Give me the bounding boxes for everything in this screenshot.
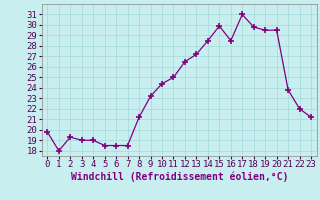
X-axis label: Windchill (Refroidissement éolien,°C): Windchill (Refroidissement éolien,°C) xyxy=(70,172,288,182)
